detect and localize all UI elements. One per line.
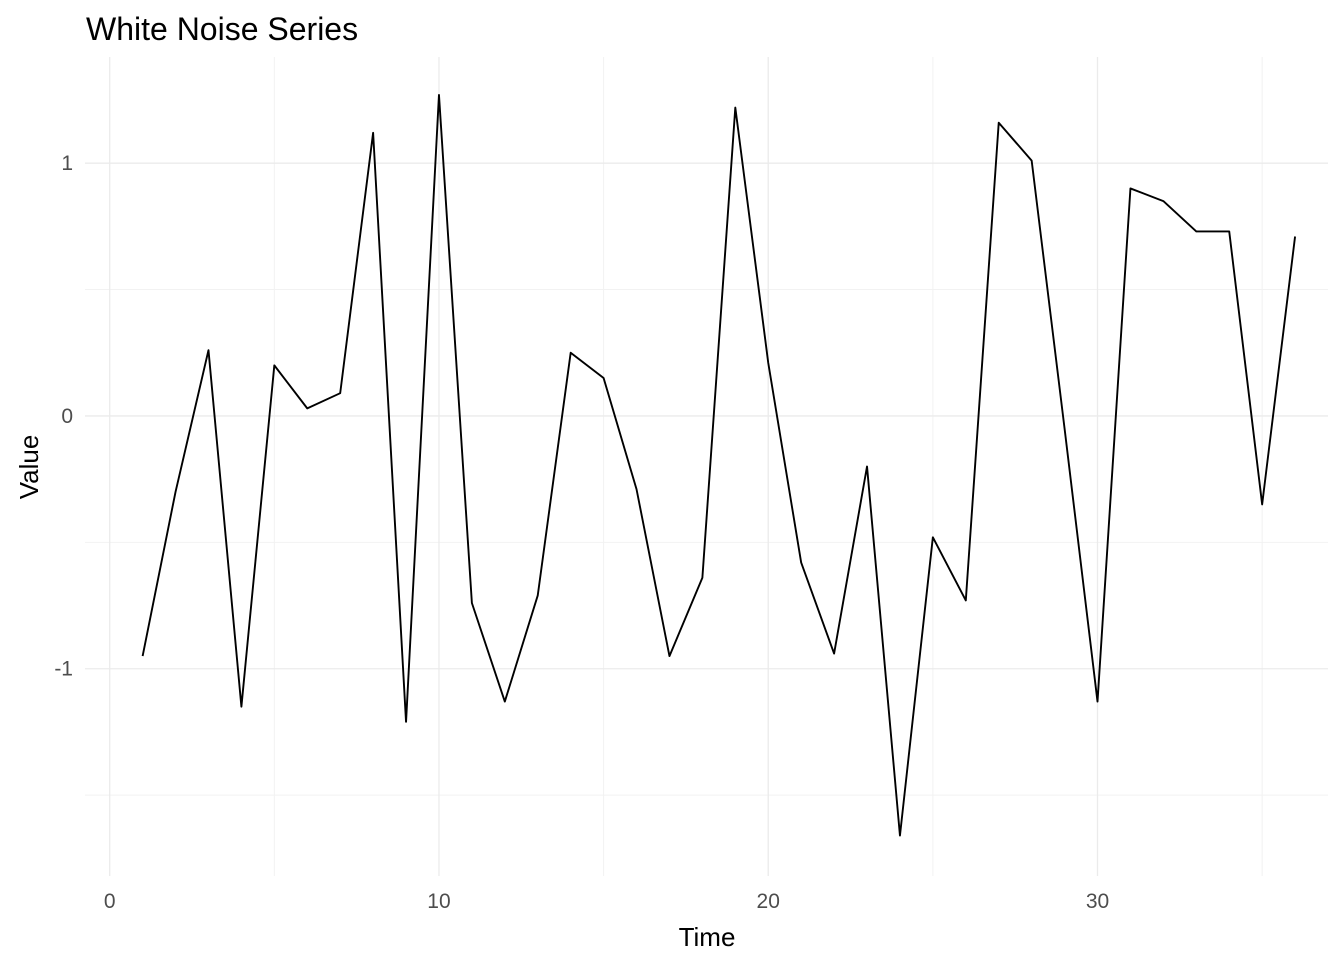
series-layer	[141, 93, 1297, 837]
series-line	[141, 93, 1297, 837]
x-tick-label: 10	[427, 890, 450, 913]
grid	[85, 57, 1328, 876]
x-tick-label: 30	[1086, 890, 1109, 913]
y-axis-title: Value	[14, 435, 44, 500]
x-axis-title: Time	[679, 922, 736, 952]
y-tick-label: 0	[61, 405, 73, 428]
x-tick-label: 0	[104, 890, 116, 913]
chart-title: White Noise Series	[86, 11, 358, 47]
x-tick-label: 20	[757, 890, 780, 913]
y-tick-label: 1	[61, 152, 73, 175]
y-tick-label: -1	[54, 658, 73, 681]
